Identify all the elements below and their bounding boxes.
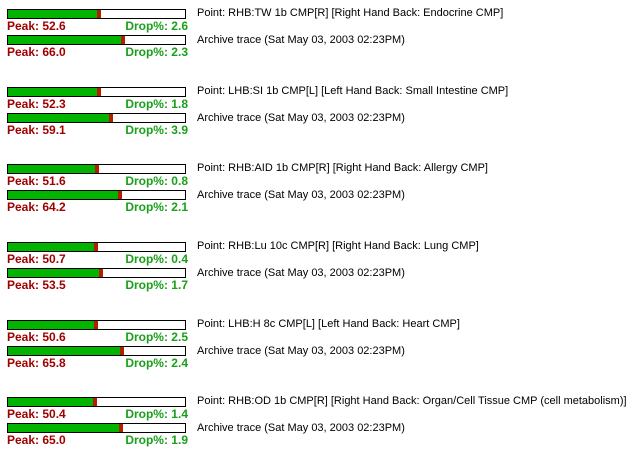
drop-marker	[94, 321, 98, 329]
drop-marker	[121, 36, 125, 44]
peak-fill	[8, 36, 125, 44]
archive-drop-value: Drop%: 1.7	[125, 278, 188, 292]
current-peak-value: Peak: 51.6	[7, 174, 66, 188]
drop-marker	[119, 424, 123, 432]
archive-trace-label: Archive trace (Sat May 03, 2003 02:23PM)	[197, 267, 405, 279]
drop-marker	[99, 269, 103, 277]
peak-fill	[8, 165, 99, 173]
archive-peak-value: Peak: 53.5	[7, 278, 66, 292]
current-drop-value: Drop%: 0.8	[125, 174, 188, 188]
archive-drop-value: Drop%: 2.3	[125, 45, 188, 59]
drop-marker	[95, 165, 99, 173]
archive-peak-bar	[7, 346, 186, 356]
measurement-group: Point: LHB:H 8c CMP[L] [Left Hand Back: …	[0, 318, 632, 370]
drop-marker	[120, 347, 124, 355]
archive-peak-bar	[7, 190, 186, 200]
current-peak-bar	[7, 397, 186, 407]
current-drop-value: Drop%: 1.8	[125, 97, 188, 111]
archive-peak-value: Peak: 59.1	[7, 123, 66, 137]
archive-peak-bar	[7, 423, 186, 433]
current-peak-bar	[7, 9, 186, 19]
current-drop-value: Drop%: 2.6	[125, 19, 188, 33]
current-peak-bar	[7, 164, 186, 174]
point-label: Point: LHB:SI 1b CMP[L] [Left Hand Back:…	[197, 85, 509, 97]
measurement-group: Point: LHB:SI 1b CMP[L] [Left Hand Back:…	[0, 85, 632, 137]
archive-peak-bar	[7, 268, 186, 278]
drop-marker	[109, 114, 113, 122]
archive-peak-value: Peak: 66.0	[7, 45, 66, 59]
measurement-group: Point: RHB:AID 1b CMP[R] [Right Hand Bac…	[0, 162, 632, 214]
peak-fill	[8, 321, 98, 329]
archive-trace-label: Archive trace (Sat May 03, 2003 02:23PM)	[197, 112, 405, 124]
drop-marker	[93, 398, 97, 406]
current-peak-value: Peak: 52.6	[7, 19, 66, 33]
measurement-group: Point: RHB:OD 1b CMP[R] [Right Hand Back…	[0, 395, 632, 447]
drop-marker	[94, 243, 98, 251]
archive-peak-bar	[7, 113, 186, 123]
point-label: Point: RHB:TW 1b CMP[R] [Right Hand Back…	[197, 7, 504, 19]
current-drop-value: Drop%: 0.4	[125, 252, 188, 266]
current-peak-value: Peak: 52.3	[7, 97, 66, 111]
point-label: Point: RHB:AID 1b CMP[R] [Right Hand Bac…	[197, 162, 488, 174]
archive-peak-value: Peak: 64.2	[7, 200, 66, 214]
current-peak-value: Peak: 50.4	[7, 407, 66, 421]
current-drop-value: Drop%: 2.5	[125, 330, 188, 344]
archive-trace-label: Archive trace (Sat May 03, 2003 02:23PM)	[197, 189, 405, 201]
current-peak-value: Peak: 50.6	[7, 330, 66, 344]
archive-drop-value: Drop%: 3.9	[125, 123, 188, 137]
archive-drop-value: Drop%: 2.4	[125, 356, 188, 370]
current-peak-bar	[7, 320, 186, 330]
archive-peak-bar	[7, 35, 186, 45]
measurement-group: Point: RHB:TW 1b CMP[R] [Right Hand Back…	[0, 7, 632, 59]
peak-fill	[8, 10, 101, 18]
peak-fill	[8, 398, 97, 406]
peak-fill	[8, 347, 124, 355]
drop-marker	[118, 191, 122, 199]
point-label: Point: RHB:OD 1b CMP[R] [Right Hand Back…	[197, 395, 627, 407]
current-peak-bar	[7, 242, 186, 252]
peak-fill	[8, 243, 98, 251]
current-peak-bar	[7, 87, 186, 97]
archive-peak-value: Peak: 65.0	[7, 433, 66, 447]
current-peak-value: Peak: 50.7	[7, 252, 66, 266]
peak-fill	[8, 424, 123, 432]
peak-fill	[8, 269, 103, 277]
archive-trace-label: Archive trace (Sat May 03, 2003 02:23PM)	[197, 422, 405, 434]
peak-fill	[8, 191, 122, 199]
point-label: Point: RHB:Lu 10c CMP[R] [Right Hand Bac…	[197, 240, 479, 252]
archive-trace-label: Archive trace (Sat May 03, 2003 02:23PM)	[197, 345, 405, 357]
point-label: Point: LHB:H 8c CMP[L] [Left Hand Back: …	[197, 318, 460, 330]
archive-trace-label: Archive trace (Sat May 03, 2003 02:23PM)	[197, 34, 405, 46]
archive-drop-value: Drop%: 1.9	[125, 433, 188, 447]
measurement-group: Point: RHB:Lu 10c CMP[R] [Right Hand Bac…	[0, 240, 632, 292]
drop-marker	[97, 88, 101, 96]
peak-fill	[8, 88, 101, 96]
archive-peak-value: Peak: 65.8	[7, 356, 66, 370]
drop-marker	[97, 10, 101, 18]
archive-drop-value: Drop%: 2.1	[125, 200, 188, 214]
current-drop-value: Drop%: 1.4	[125, 407, 188, 421]
peak-fill	[8, 114, 113, 122]
